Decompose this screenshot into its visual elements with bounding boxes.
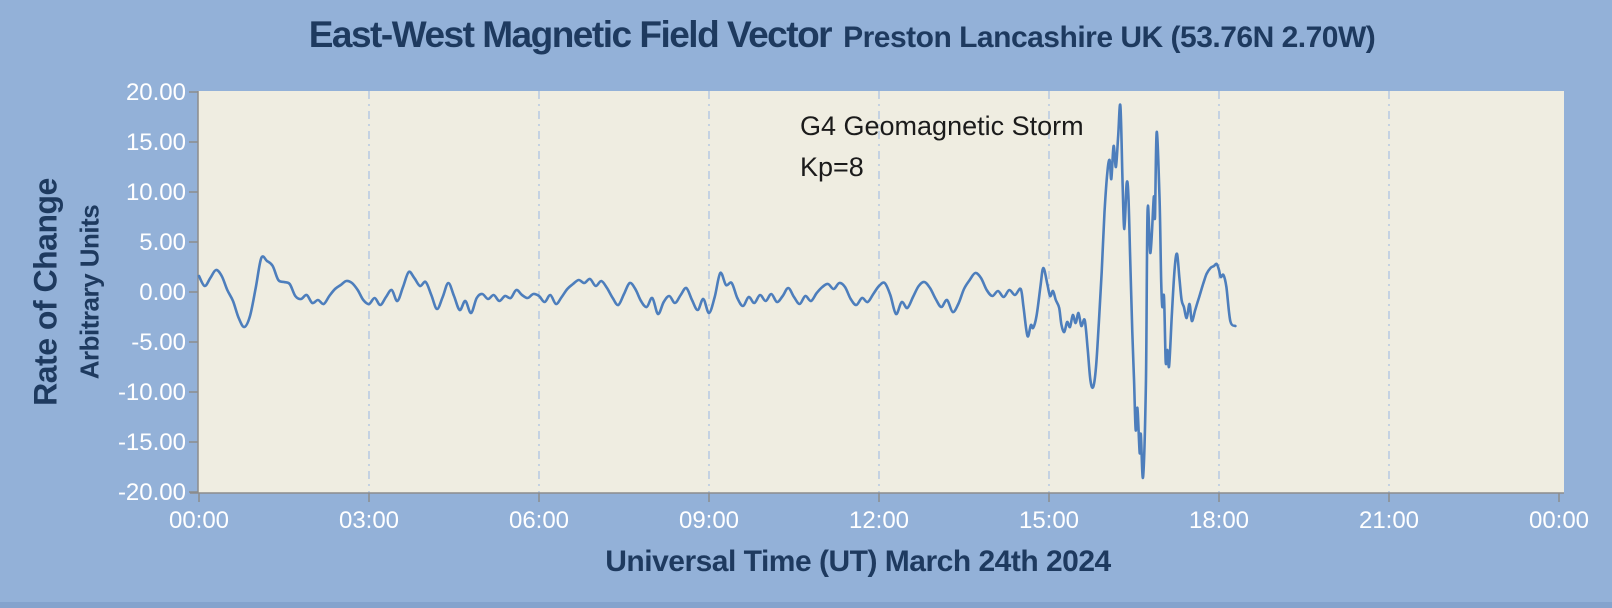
- series-line: [197, 103, 1237, 479]
- x-tick-label: 15:00: [1019, 507, 1079, 534]
- x-tick-label: 00:00: [169, 507, 229, 534]
- storm-annotation-line-2: Kp=8: [800, 152, 864, 182]
- x-tick-label: 21:00: [1359, 507, 1419, 534]
- chart-title: East-West Magnetic Field Vector: [308, 14, 833, 55]
- x-tick-label: 06:00: [509, 507, 569, 534]
- y-tick-label: -10.00: [118, 379, 186, 406]
- x-tick-label: 18:00: [1189, 507, 1249, 534]
- window-bottom-edge: [0, 602, 1612, 608]
- chart-title-row: East-West Magnetic Field Vector Preston …: [0, 14, 1612, 56]
- y-tick-label: -20.00: [118, 479, 186, 506]
- y-tick-label: -5.00: [131, 329, 186, 356]
- plot-area: [198, 91, 1564, 493]
- x-tick-label: 09:00: [679, 507, 739, 534]
- y-tick-label: 0.00: [139, 279, 186, 306]
- x-tick-label: 12:00: [849, 507, 909, 534]
- y-tick-label: 10.00: [126, 179, 186, 206]
- y-tick-label: -15.00: [118, 429, 186, 456]
- x-axis-title: Universal Time (UT) March 24th 2024: [605, 545, 1111, 578]
- y-tick-label: 15.00: [126, 129, 186, 156]
- x-tick-label: 00:00: [1529, 507, 1589, 534]
- storm-annotation-line-1: G4 Geomagnetic Storm: [800, 111, 1084, 141]
- y-tick-label: 20.00: [126, 79, 186, 106]
- x-tick-label: 03:00: [339, 507, 399, 534]
- y-tick-label: 5.00: [139, 229, 186, 256]
- chart-subtitle: Preston Lancashire UK (53.76N 2.70W): [843, 21, 1376, 54]
- storm-annotation: G4 Geomagnetic Storm Kp=8: [800, 106, 1084, 188]
